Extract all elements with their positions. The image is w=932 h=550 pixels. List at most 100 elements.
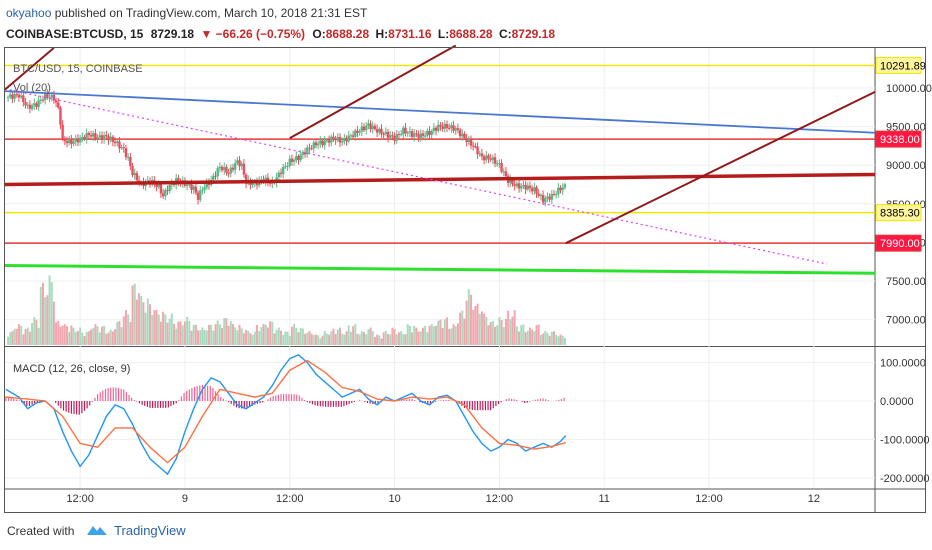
volume-bar bbox=[441, 327, 444, 345]
volume-bar bbox=[181, 325, 184, 345]
candle-body bbox=[336, 137, 340, 141]
volume-bar bbox=[273, 333, 276, 345]
candle-body bbox=[214, 175, 217, 177]
candle-body bbox=[113, 141, 117, 144]
candle-body bbox=[480, 153, 484, 157]
candle-body bbox=[467, 139, 471, 143]
candle-body bbox=[428, 130, 431, 135]
candle-body bbox=[279, 172, 283, 175]
volume-bar bbox=[118, 321, 121, 345]
volume-bar bbox=[312, 334, 315, 345]
candle-body bbox=[325, 140, 329, 142]
candle-body bbox=[314, 142, 318, 146]
candle-body bbox=[447, 127, 451, 129]
volume-bar bbox=[280, 330, 283, 345]
volume-bar bbox=[114, 329, 117, 345]
volume-bar bbox=[183, 321, 186, 345]
candle-body bbox=[439, 124, 442, 127]
candle-body bbox=[199, 190, 202, 200]
trend-lines[interactable] bbox=[4, 44, 876, 275]
volume-bar bbox=[100, 326, 103, 345]
volume-bar bbox=[513, 310, 516, 345]
volume-bar bbox=[28, 331, 31, 345]
candle-body bbox=[500, 163, 503, 172]
volume-bar bbox=[66, 326, 69, 345]
volume-bar bbox=[76, 330, 79, 345]
candle-body bbox=[360, 126, 364, 132]
volume-bar bbox=[480, 311, 483, 345]
volume-bar bbox=[319, 338, 322, 345]
volume-bar bbox=[282, 334, 285, 345]
volume-bar bbox=[74, 331, 77, 345]
volume-bar bbox=[46, 295, 49, 345]
open-value: 8688.28 bbox=[325, 27, 370, 41]
volume-bar bbox=[450, 328, 453, 345]
candle-body bbox=[118, 141, 121, 149]
volume-bar bbox=[539, 334, 542, 345]
candle-body bbox=[306, 147, 309, 155]
candle-body bbox=[168, 185, 171, 192]
candle-body bbox=[83, 136, 86, 140]
candle-body bbox=[41, 99, 45, 101]
publish-header: okyahoo published on TradingView.com, Ma… bbox=[6, 6, 367, 20]
volume-bar bbox=[325, 333, 328, 345]
volume-bar bbox=[456, 323, 459, 345]
candle-body bbox=[563, 184, 567, 188]
close-label: C: bbox=[498, 27, 512, 41]
volume-bar bbox=[373, 337, 376, 345]
candle-body bbox=[87, 133, 91, 136]
candle-body bbox=[164, 190, 167, 197]
volume-bar bbox=[354, 324, 357, 345]
volume-bar bbox=[264, 324, 267, 345]
candle-body bbox=[482, 156, 486, 161]
volume-bar bbox=[522, 324, 525, 345]
candle-body bbox=[469, 139, 473, 146]
price-axis[interactable]: 7000.007500.008000.008500.009000.009500.… bbox=[880, 83, 932, 485]
price-tick-label: 9500.00 bbox=[886, 122, 926, 134]
candle-body bbox=[11, 94, 14, 99]
candle-body bbox=[533, 187, 536, 192]
candle-body bbox=[89, 135, 93, 137]
high-label: H: bbox=[375, 27, 389, 41]
candle-body bbox=[319, 140, 322, 144]
volume-bar bbox=[103, 325, 106, 345]
candle-body bbox=[57, 102, 60, 108]
publish-info: published on TradingView.com, March 10, … bbox=[54, 6, 368, 20]
volume-bar bbox=[79, 327, 82, 345]
candle-body bbox=[524, 184, 527, 190]
volume-bar bbox=[369, 327, 372, 345]
candle-body bbox=[485, 155, 488, 161]
volume-bar bbox=[162, 311, 165, 345]
candle-body bbox=[225, 167, 228, 174]
candle-body bbox=[295, 155, 298, 161]
author-link[interactable]: okyahoo bbox=[6, 6, 52, 20]
volume-bar bbox=[491, 320, 494, 345]
volume-bar bbox=[50, 281, 53, 345]
volume-bar bbox=[225, 318, 228, 345]
candle-body bbox=[286, 165, 289, 167]
volume-bar bbox=[528, 327, 531, 345]
volume-bar bbox=[116, 321, 119, 345]
volume-bar bbox=[448, 329, 451, 345]
candle-body bbox=[46, 93, 49, 98]
candle-body bbox=[63, 138, 67, 142]
candle-body bbox=[157, 184, 160, 187]
price-level-tag bbox=[875, 56, 922, 74]
price-tick-label: 7500.00 bbox=[886, 276, 926, 288]
candle-body bbox=[458, 129, 462, 137]
tradingview-link[interactable]: TradingView bbox=[114, 523, 186, 538]
volume-bar bbox=[546, 332, 549, 345]
time-axis[interactable]: 12:00 9 12:00 10 12:00 11 12:00 12 bbox=[66, 493, 820, 505]
volume-bar bbox=[487, 325, 490, 345]
candle-body bbox=[522, 184, 525, 187]
candle-body bbox=[39, 99, 43, 101]
candle-body bbox=[277, 172, 281, 178]
candle-body bbox=[378, 128, 381, 133]
volume-bar bbox=[509, 319, 512, 345]
candle-body bbox=[33, 103, 36, 106]
volume-bar bbox=[33, 317, 36, 345]
candle-body bbox=[465, 138, 468, 143]
candle-body bbox=[452, 125, 455, 131]
volume-bar bbox=[203, 330, 206, 345]
